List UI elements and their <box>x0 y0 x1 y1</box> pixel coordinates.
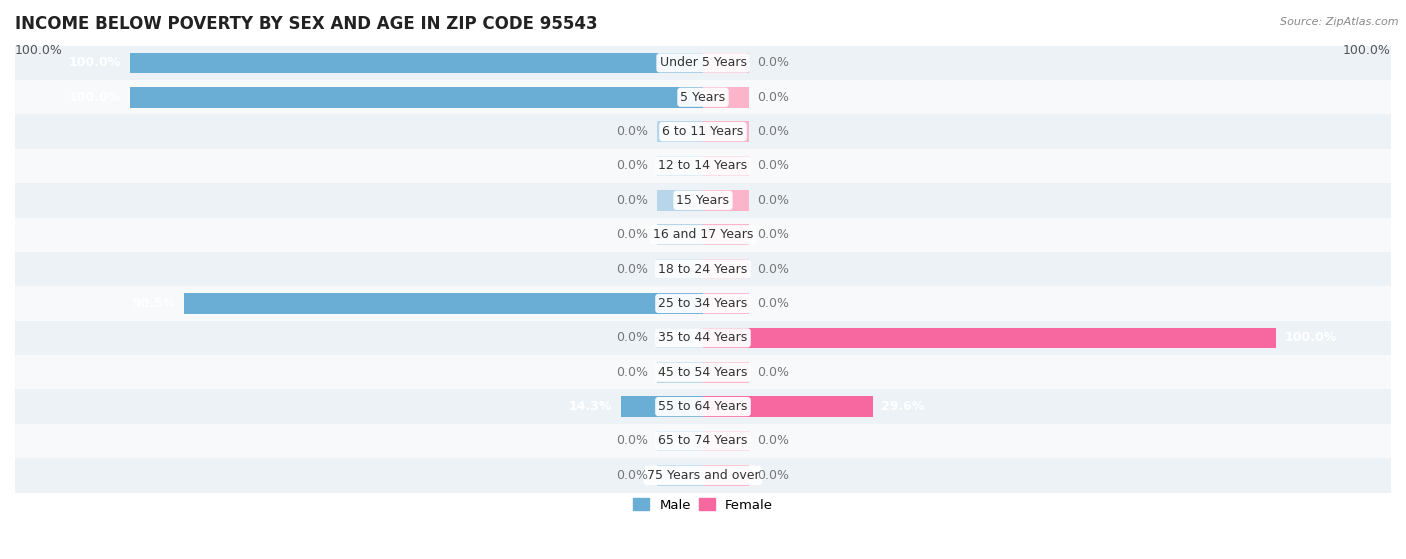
Text: 25 to 34 Years: 25 to 34 Years <box>658 297 748 310</box>
Text: Under 5 Years: Under 5 Years <box>659 56 747 69</box>
Text: INCOME BELOW POVERTY BY SEX AND AGE IN ZIP CODE 95543: INCOME BELOW POVERTY BY SEX AND AGE IN Z… <box>15 15 598 33</box>
Text: 0.0%: 0.0% <box>617 434 648 447</box>
Text: 0.0%: 0.0% <box>758 434 789 447</box>
Bar <box>184 293 703 314</box>
Bar <box>657 224 703 245</box>
Text: 100.0%: 100.0% <box>1285 331 1337 344</box>
Bar <box>703 430 749 451</box>
Text: 35 to 44 Years: 35 to 44 Years <box>658 331 748 344</box>
Text: 16 and 17 Years: 16 and 17 Years <box>652 228 754 241</box>
Bar <box>0 390 1406 424</box>
Bar <box>0 115 1406 149</box>
Bar <box>657 362 703 382</box>
Text: 45 to 54 Years: 45 to 54 Years <box>658 366 748 378</box>
Text: 0.0%: 0.0% <box>617 159 648 173</box>
Text: 0.0%: 0.0% <box>617 194 648 207</box>
Text: 0.0%: 0.0% <box>758 91 789 104</box>
Bar <box>0 286 1406 321</box>
Bar <box>703 224 749 245</box>
Bar <box>0 458 1406 492</box>
Text: 0.0%: 0.0% <box>617 263 648 276</box>
Bar <box>657 430 703 451</box>
Bar <box>703 121 749 142</box>
Bar <box>657 121 703 142</box>
Text: 65 to 74 Years: 65 to 74 Years <box>658 434 748 447</box>
Text: 0.0%: 0.0% <box>758 125 789 138</box>
Bar <box>703 259 749 280</box>
Text: 5 Years: 5 Years <box>681 91 725 104</box>
Text: 100.0%: 100.0% <box>1343 44 1391 57</box>
Bar <box>657 465 703 486</box>
Bar <box>0 355 1406 390</box>
Text: 90.5%: 90.5% <box>132 297 176 310</box>
Text: 0.0%: 0.0% <box>758 263 789 276</box>
Text: 0.0%: 0.0% <box>758 469 789 482</box>
Bar <box>703 53 749 73</box>
Bar <box>621 396 703 417</box>
Text: 0.0%: 0.0% <box>617 366 648 378</box>
Bar <box>657 190 703 211</box>
Bar <box>657 328 703 348</box>
Bar <box>703 328 1277 348</box>
Text: 15 Years: 15 Years <box>676 194 730 207</box>
Text: 100.0%: 100.0% <box>15 44 63 57</box>
Bar <box>0 149 1406 183</box>
Text: 75 Years and over: 75 Years and over <box>647 469 759 482</box>
Text: 12 to 14 Years: 12 to 14 Years <box>658 159 748 173</box>
Text: 0.0%: 0.0% <box>758 194 789 207</box>
Text: Source: ZipAtlas.com: Source: ZipAtlas.com <box>1281 17 1399 27</box>
Bar <box>0 46 1406 80</box>
Text: 0.0%: 0.0% <box>758 366 789 378</box>
Bar <box>703 293 749 314</box>
Text: 100.0%: 100.0% <box>69 56 121 69</box>
Text: 0.0%: 0.0% <box>617 125 648 138</box>
Bar <box>129 87 703 107</box>
Bar <box>657 155 703 176</box>
Bar <box>0 252 1406 286</box>
Text: 0.0%: 0.0% <box>617 228 648 241</box>
Text: 0.0%: 0.0% <box>758 228 789 241</box>
Bar <box>703 362 749 382</box>
Bar <box>0 424 1406 458</box>
Bar <box>703 87 749 107</box>
Text: 0.0%: 0.0% <box>758 56 789 69</box>
Text: 14.3%: 14.3% <box>569 400 613 413</box>
Text: 0.0%: 0.0% <box>617 469 648 482</box>
Text: 18 to 24 Years: 18 to 24 Years <box>658 263 748 276</box>
Bar <box>129 53 703 73</box>
Text: 0.0%: 0.0% <box>758 159 789 173</box>
Text: 0.0%: 0.0% <box>758 297 789 310</box>
Text: 55 to 64 Years: 55 to 64 Years <box>658 400 748 413</box>
Bar <box>0 217 1406 252</box>
Bar <box>703 465 749 486</box>
Bar <box>703 190 749 211</box>
Bar <box>657 259 703 280</box>
Text: 29.6%: 29.6% <box>882 400 925 413</box>
Bar <box>703 396 873 417</box>
Bar <box>0 321 1406 355</box>
Bar <box>0 80 1406 115</box>
Bar <box>703 155 749 176</box>
Text: 6 to 11 Years: 6 to 11 Years <box>662 125 744 138</box>
Legend: Male, Female: Male, Female <box>627 493 779 517</box>
Text: 0.0%: 0.0% <box>617 331 648 344</box>
Text: 100.0%: 100.0% <box>69 91 121 104</box>
Bar <box>0 183 1406 217</box>
